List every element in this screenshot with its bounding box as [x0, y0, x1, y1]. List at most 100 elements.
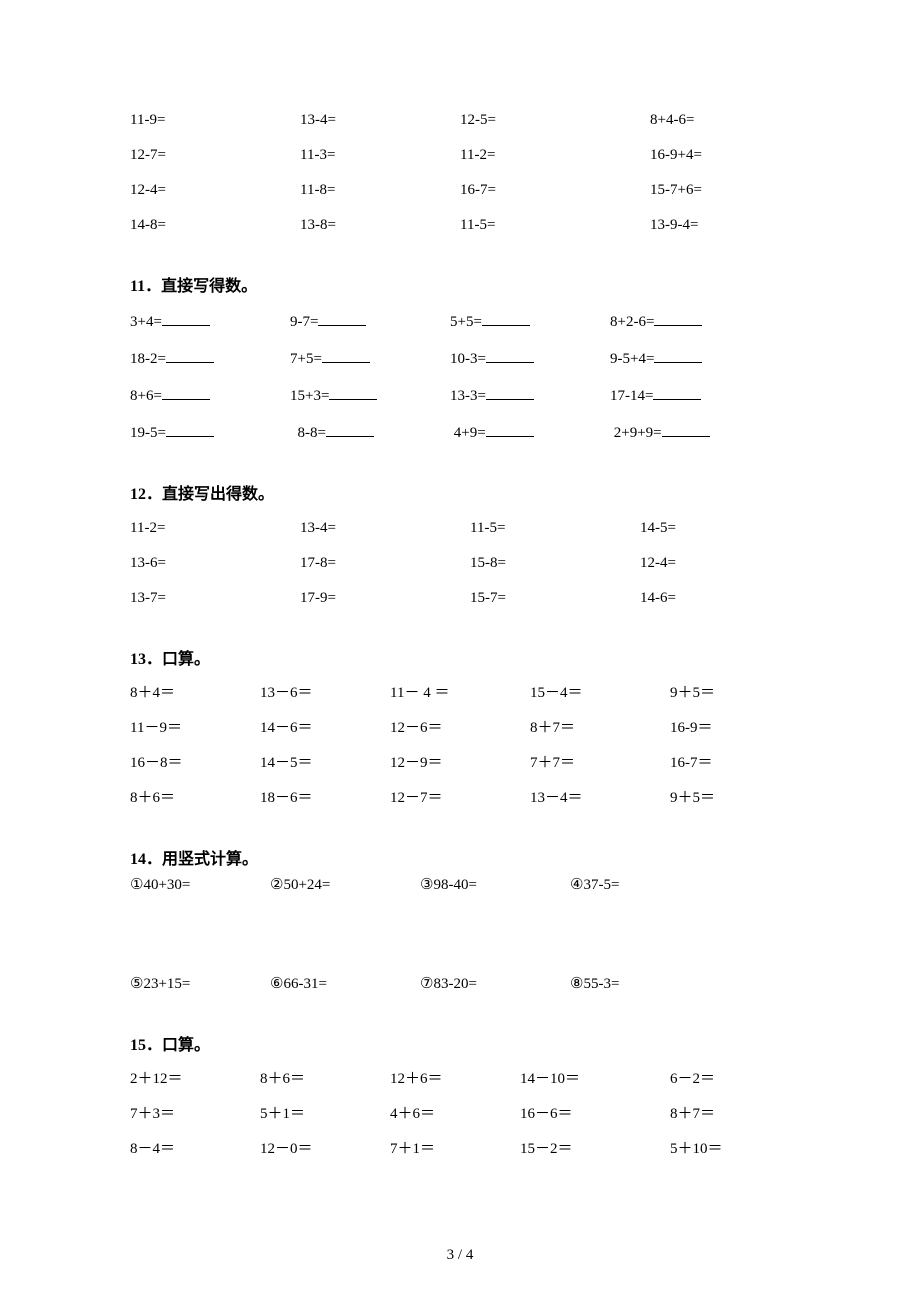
- problem: 7＋7＝: [530, 753, 670, 774]
- problem: 12-7=: [130, 145, 300, 166]
- problem: ④37-5=: [570, 875, 720, 896]
- problem: 13-8=: [300, 215, 460, 236]
- answer-blank[interactable]: [162, 310, 210, 326]
- problem-grid-top: 11-9= 13-4= 12-5= 8+4-6= 12-7= 11-3= 11-…: [130, 110, 790, 236]
- section-11: 11．直接写得数。 3+4= 9-7= 5+5= 8+2-6= 18-2= 7+…: [130, 272, 790, 444]
- answer-blank[interactable]: [653, 384, 701, 400]
- problem-grid-13: 8＋4＝ 13－6＝ 11－ 4 ＝ 15－4＝ 9＋5＝ 11－9＝ 14－6…: [130, 683, 790, 809]
- problem: 15-7=: [470, 588, 640, 609]
- answer-blank[interactable]: [326, 421, 374, 437]
- problem: 7＋3＝: [130, 1104, 260, 1125]
- problem: ②50+24=: [270, 875, 420, 896]
- problem: 11－ 4 ＝: [390, 683, 530, 704]
- problem: 9＋5＝: [670, 683, 770, 704]
- answer-blank[interactable]: [654, 347, 702, 363]
- problem: 8+2-6=: [610, 310, 770, 333]
- problem: 14-5=: [640, 518, 810, 539]
- problem: 8－4＝: [130, 1139, 260, 1160]
- answer-blank[interactable]: [486, 421, 534, 437]
- problem: 8+4-6=: [650, 110, 810, 131]
- answer-blank[interactable]: [166, 347, 214, 363]
- answer-blank[interactable]: [166, 421, 214, 437]
- answer-blank[interactable]: [162, 384, 210, 400]
- problem-text: 4+9=: [454, 425, 486, 441]
- problem-grid-11: 3+4= 9-7= 5+5= 8+2-6= 18-2= 7+5= 10-3= 9…: [130, 310, 790, 444]
- problem: 17-9=: [300, 588, 470, 609]
- problem-text: 7+5=: [290, 351, 322, 367]
- problem: 18－6＝: [260, 788, 390, 809]
- problem-grid-12: 11-2= 13-4= 11-5= 14-5= 13-6= 17-8= 15-8…: [130, 518, 790, 609]
- problem: 12＋6＝: [390, 1069, 520, 1090]
- problem: 13-4=: [300, 518, 470, 539]
- problem-text: 13-3=: [450, 388, 486, 404]
- problem: 14－6＝: [260, 718, 390, 739]
- problem: 18-2=: [130, 347, 290, 370]
- answer-blank[interactable]: [329, 384, 377, 400]
- problem: 14-8=: [130, 215, 300, 236]
- problem: 15－4＝: [530, 683, 670, 704]
- problem: 13-4=: [300, 110, 460, 131]
- problem: 17-8=: [300, 553, 470, 574]
- problem: 6－2＝: [670, 1069, 770, 1090]
- problem: 12-4=: [640, 553, 810, 574]
- problem: 11-2=: [460, 145, 650, 166]
- problem: 12-5=: [460, 110, 650, 131]
- problem: 11-8=: [300, 180, 460, 201]
- answer-blank[interactable]: [482, 310, 530, 326]
- problem: ⑥66-31=: [270, 974, 420, 995]
- problem: 4+9=: [450, 421, 610, 444]
- answer-blank[interactable]: [654, 310, 702, 326]
- problem-text: 2+9+9=: [614, 425, 662, 441]
- section-12: 12．直接写出得数。 11-2= 13-4= 11-5= 14-5= 13-6=…: [130, 480, 790, 609]
- problem: 11－9＝: [130, 718, 260, 739]
- problem-text: 8+6=: [130, 388, 162, 404]
- problem: 15－2＝: [520, 1139, 670, 1160]
- problem: 13－4＝: [530, 788, 670, 809]
- problem-text: 10-3=: [450, 351, 486, 367]
- problem: 16-9+4=: [650, 145, 810, 166]
- answer-blank[interactable]: [486, 347, 534, 363]
- problem: 12－6＝: [390, 718, 530, 739]
- problem: 9-5+4=: [610, 347, 770, 370]
- answer-blank[interactable]: [322, 347, 370, 363]
- problem: 4＋6＝: [390, 1104, 520, 1125]
- problem: 15+3=: [290, 384, 450, 407]
- problem: 7＋1＝: [390, 1139, 520, 1160]
- problem: 9-7=: [290, 310, 450, 333]
- problem: 12－7＝: [390, 788, 530, 809]
- problem: 11-2=: [130, 518, 300, 539]
- work-space: [130, 910, 720, 960]
- problem: 14－10＝: [520, 1069, 670, 1090]
- problem: 16－8＝: [130, 753, 260, 774]
- problem-text: 15+3=: [290, 388, 329, 404]
- problem: 5＋10＝: [670, 1139, 770, 1160]
- problem-text: 3+4=: [130, 314, 162, 330]
- section-13: 13．口算。 8＋4＝ 13－6＝ 11－ 4 ＝ 15－4＝ 9＋5＝ 11－…: [130, 645, 790, 809]
- problem: 16－6＝: [520, 1104, 670, 1125]
- section-title: 14．用竖式计算。: [130, 845, 790, 869]
- problem-text: 19-5=: [130, 425, 166, 441]
- problem: 19-5=: [130, 421, 290, 444]
- problem: 16-9＝: [670, 718, 770, 739]
- problem: 3+4=: [130, 310, 290, 333]
- problem-text: 17-14=: [610, 388, 653, 404]
- problem: 12-4=: [130, 180, 300, 201]
- problem: 8＋6＝: [130, 788, 260, 809]
- problem: 11-3=: [300, 145, 460, 166]
- answer-blank[interactable]: [318, 310, 366, 326]
- section-title: 15．口算。: [130, 1031, 790, 1055]
- problem: 15-8=: [470, 553, 640, 574]
- answer-blank[interactable]: [486, 384, 534, 400]
- problem-text: 8+2-6=: [610, 314, 654, 330]
- answer-blank[interactable]: [662, 421, 710, 437]
- section-title: 11．直接写得数。: [130, 272, 790, 296]
- problem: 16-7=: [460, 180, 650, 201]
- problem: 5＋1＝: [260, 1104, 390, 1125]
- problem: 16-7＝: [670, 753, 770, 774]
- problem: ①40+30=: [130, 875, 270, 896]
- section-title: 12．直接写出得数。: [130, 480, 790, 504]
- problem: 2+9+9=: [610, 421, 770, 444]
- problem: 5+5=: [450, 310, 610, 333]
- problem: ⑤23+15=: [130, 974, 270, 995]
- problem: 7+5=: [290, 347, 450, 370]
